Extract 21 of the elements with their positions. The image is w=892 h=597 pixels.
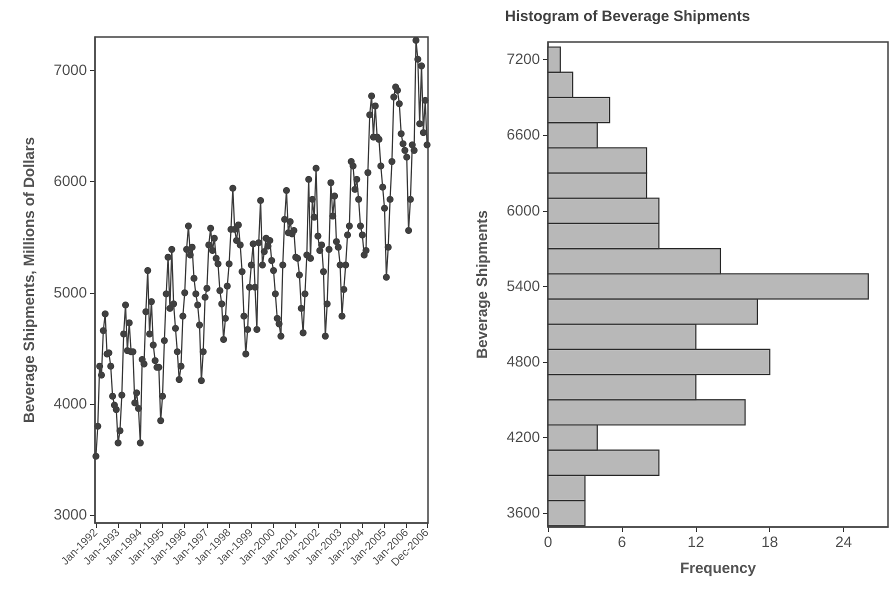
y-tick-label: 4000 [54,396,87,412]
y-tick-label: 4200 [506,429,540,446]
x-tick-label: 24 [835,534,852,551]
chart-title: Histogram of Beverage Shipments [505,8,750,25]
x-tick-label: 0 [544,534,552,551]
x-tick-label: 18 [761,534,778,551]
y-axis-title: Beverage Shipments [474,210,491,359]
x-tick-label: 12 [687,534,704,551]
y-tick-label: 7000 [54,62,87,79]
y-tick-label: 4800 [506,353,540,370]
x-axis-title: Frequency [680,560,757,577]
y-tick-label: 6000 [506,202,540,220]
y-axis-title: Beverage Shipments, Millions of Dollars [21,137,38,423]
y-tick-label: 5000 [54,284,87,302]
y-tick-label: 6600 [506,126,540,144]
y-tick-label: 6000 [54,173,87,190]
y-tick-label: 5400 [506,278,540,295]
y-tick-label: 7200 [506,51,540,68]
y-tick-label: 3000 [54,506,87,524]
y-tick-label: 3600 [506,504,540,522]
x-tick-label: 6 [618,534,626,551]
